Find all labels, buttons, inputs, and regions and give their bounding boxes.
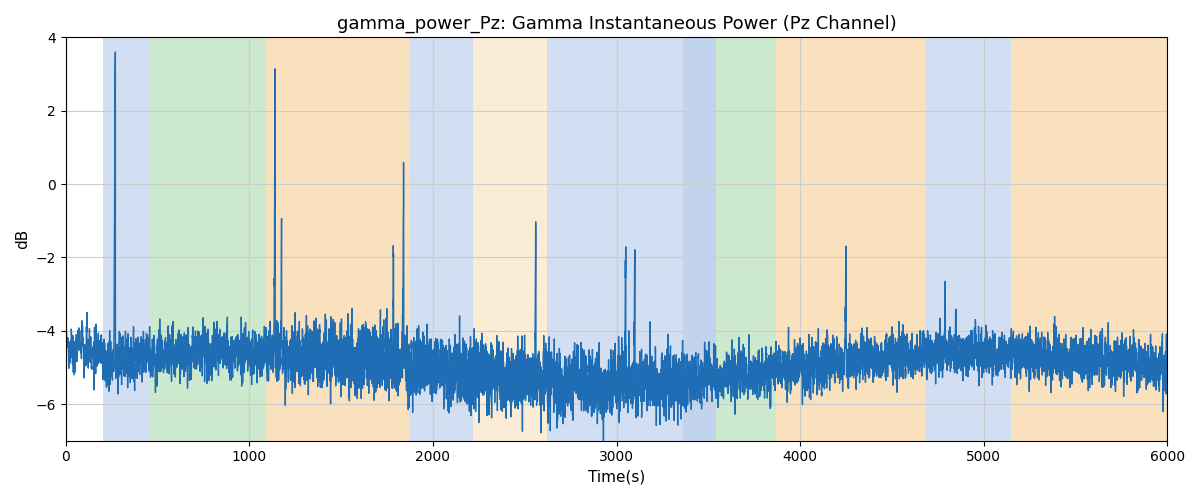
Bar [473, 38, 547, 440]
Bar [547, 38, 683, 440]
Y-axis label: dB: dB [16, 229, 30, 249]
Bar [266, 38, 409, 440]
Bar [683, 38, 715, 440]
Bar [103, 38, 150, 440]
X-axis label: Time(s): Time(s) [588, 470, 646, 485]
Bar [776, 38, 925, 440]
Bar [150, 38, 266, 440]
Bar [1012, 38, 1168, 440]
Bar [715, 38, 776, 440]
Title: gamma_power_Pz: Gamma Instantaneous Power (Pz Channel): gamma_power_Pz: Gamma Instantaneous Powe… [337, 15, 896, 34]
Bar [925, 38, 1012, 440]
Bar [409, 38, 473, 440]
